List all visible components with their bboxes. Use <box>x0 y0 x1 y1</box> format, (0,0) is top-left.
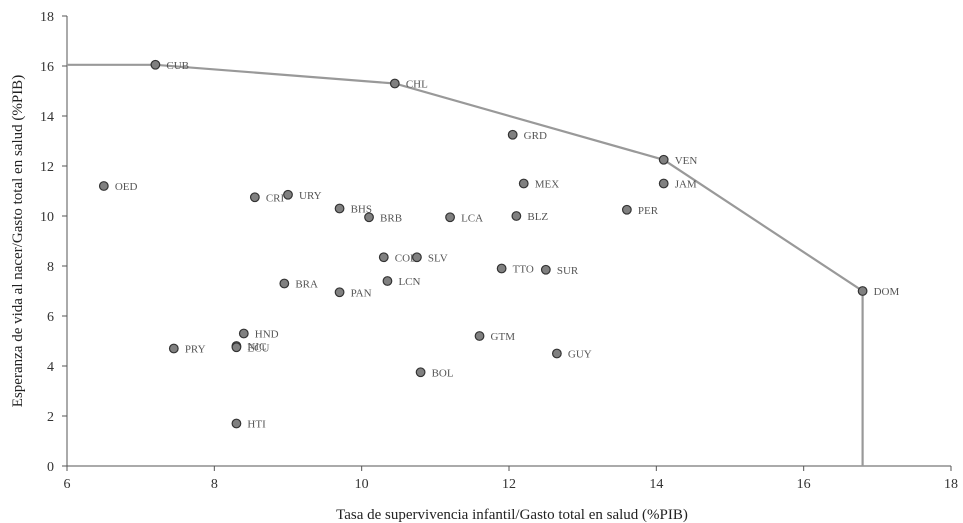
point-label-hnd: HND <box>255 329 279 341</box>
point-label-blz: BLZ <box>527 211 548 223</box>
y-tick-label: 4 <box>47 360 54 375</box>
point-label-sur: SUR <box>557 265 579 277</box>
y-tick-label: 12 <box>40 160 54 175</box>
data-point-lca <box>445 212 455 223</box>
point-label-pan: PAN <box>351 287 372 299</box>
point-label-bhs: BHS <box>351 204 372 216</box>
data-point-cri <box>249 192 260 203</box>
data-point-pry <box>168 343 179 354</box>
data-point-ecu <box>231 342 242 353</box>
point-label-grd: GRD <box>524 130 547 142</box>
data-point-dom <box>857 286 868 296</box>
point-label-ecu: ECU <box>247 342 269 354</box>
data-point-bol <box>415 367 426 378</box>
point-label-slv: SLV <box>428 252 448 264</box>
x-tick-label: 12 <box>502 477 516 492</box>
data-point-bra <box>279 278 290 289</box>
y-tick-label: 8 <box>47 260 54 275</box>
data-point-tto <box>496 263 507 274</box>
y-tick-label: 10 <box>40 210 54 225</box>
point-label-bra: BRA <box>295 279 318 291</box>
data-point-hnd <box>238 328 249 339</box>
axes: 6 8 10 12 14 16 18 0 2 4 6 8 10 12 14 16 18 <box>40 10 958 492</box>
data-point-chl <box>389 78 400 89</box>
point-label-bol: BOL <box>432 367 454 379</box>
points: CUB CHL GRD VEN JAM MEX OED CRI URY BHS BRB LCA BLZ P… <box>98 59 900 431</box>
data-point-slv <box>412 252 422 263</box>
y-tick-label: 14 <box>40 110 54 125</box>
data-point-col <box>378 252 389 263</box>
data-point-pan <box>334 287 345 298</box>
frontier-line <box>67 63 864 466</box>
data-point-gtm <box>474 331 485 341</box>
point-label-nic: NIC <box>247 341 266 353</box>
x-tick-label: 16 <box>797 477 811 492</box>
point-label-tto: TTO <box>513 264 534 276</box>
point-label-brb: BRB <box>380 212 402 224</box>
data-point-jam <box>658 178 669 189</box>
x-tick-label: 10 <box>355 477 369 492</box>
point-label-mex: MEX <box>535 179 560 191</box>
data-point-oed <box>98 181 109 191</box>
point-label-cub: CUB <box>166 60 189 72</box>
point-label-col: COL <box>395 252 417 264</box>
data-point-lcn <box>382 276 393 286</box>
data-point-sur <box>540 264 551 275</box>
point-label-lcn: LCN <box>398 276 420 288</box>
data-point-per <box>621 204 632 215</box>
point-label-hti: HTI <box>247 419 266 431</box>
y-tick-label: 2 <box>47 410 54 425</box>
point-label-gtm: GTM <box>491 331 516 343</box>
data-point-grd <box>507 129 518 140</box>
data-point-guy <box>551 348 562 359</box>
x-tick-label: 8 <box>211 477 218 492</box>
data-point-mex <box>518 178 529 189</box>
data-point-ven <box>658 154 669 165</box>
x-tick-label: 14 <box>649 477 663 492</box>
y-tick-label: 18 <box>40 10 54 25</box>
data-point-hti <box>231 418 242 429</box>
x-tick-label: 18 <box>944 477 958 492</box>
point-label-ven: VEN <box>675 155 698 167</box>
point-label-pry: PRY <box>185 344 206 356</box>
data-point-brb <box>364 212 374 223</box>
point-label-cri: CRI <box>266 192 285 204</box>
x-axis-title: Tasa de supervivencia infantil/Gasto tot… <box>336 507 688 523</box>
data-point-bhs <box>334 203 345 214</box>
y-tick-label: 6 <box>47 310 54 325</box>
point-label-ury: URY <box>299 190 322 202</box>
data-point-blz <box>511 211 522 221</box>
data-point-ury <box>283 189 293 200</box>
x-tick-label: 6 <box>64 477 71 492</box>
point-label-chl: CHL <box>406 79 428 91</box>
point-label-per: PER <box>638 205 659 217</box>
point-label-jam: JAM <box>675 179 697 191</box>
point-label-dom: DOM <box>874 286 900 298</box>
y-axis-title: Esperanza de vida al nacer/Gasto total e… <box>10 75 26 407</box>
point-label-oed: OED <box>115 181 138 193</box>
point-label-lca: LCA <box>461 212 483 224</box>
data-point-cub <box>150 59 161 70</box>
y-tick-label: 16 <box>40 60 54 75</box>
point-label-guy: GUY <box>568 349 592 361</box>
y-tick-label: 0 <box>47 460 54 475</box>
